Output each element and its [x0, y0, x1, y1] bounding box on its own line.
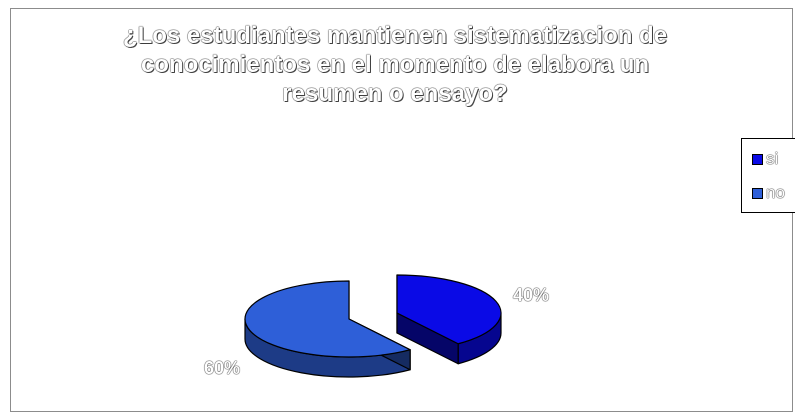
legend-swatch-si: [752, 153, 763, 165]
pie-slice-no: [244, 280, 411, 378]
legend-label-no: no: [766, 183, 785, 202]
data-label-si: 40%: [513, 285, 550, 305]
chart-title: ¿Los estudiantes mantienen sistematizaci…: [122, 22, 668, 107]
legend-label-si: si: [766, 149, 779, 168]
chart-area: [10, 8, 793, 412]
pie-slice-si: [396, 274, 502, 365]
data-label-no: 60%: [204, 358, 241, 378]
legend-item-no: no: [752, 183, 785, 203]
legend-item-si: si: [752, 149, 778, 169]
legend-swatch-no: [752, 187, 763, 199]
legend: si no: [741, 138, 795, 213]
